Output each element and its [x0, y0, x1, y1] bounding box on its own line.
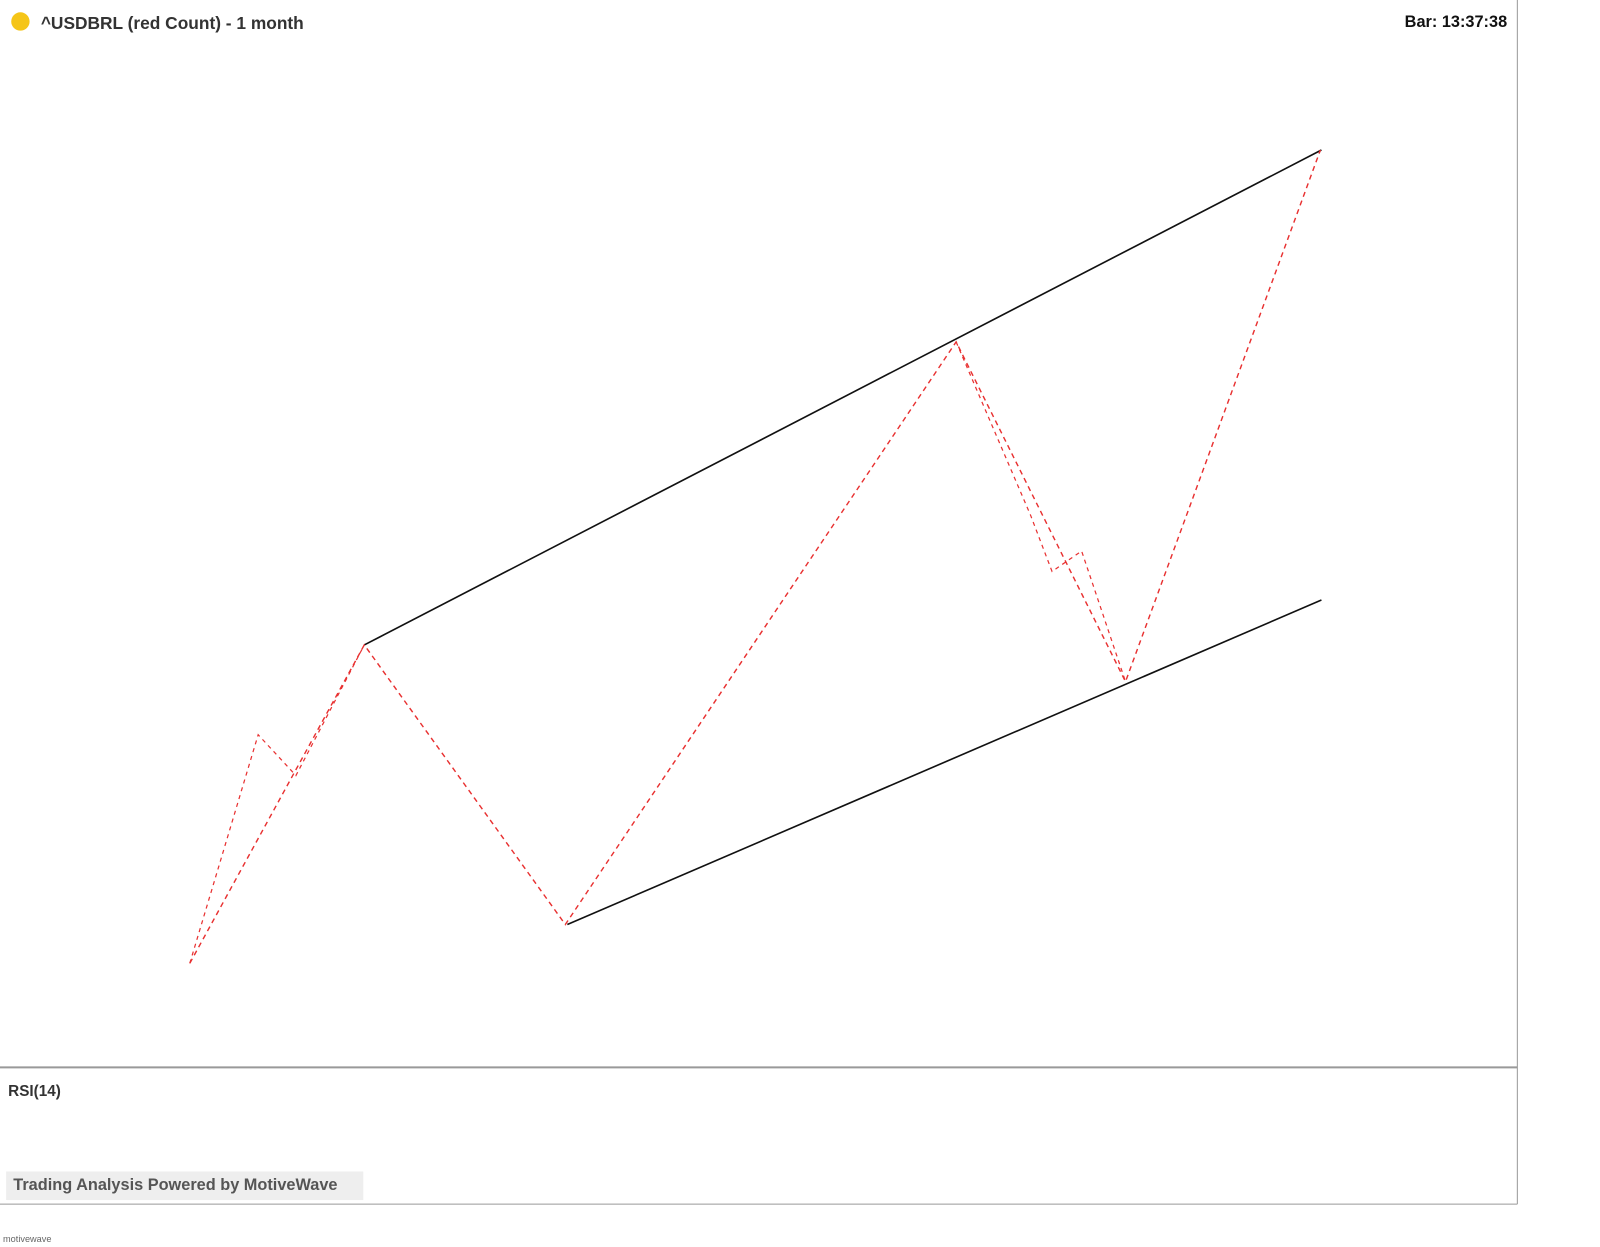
- credit-box: [6, 1171, 364, 1201]
- rsi-title: RSI(14): [8, 1083, 61, 1100]
- wave-path: [189, 149, 1322, 964]
- channel-upper: [363, 149, 1322, 646]
- chart-title: ^USDBRL (red Count) - 1 month: [41, 13, 304, 33]
- wave-sub-path: [189, 644, 365, 964]
- trend-lines: [189, 149, 1322, 964]
- channel-lower: [567, 599, 1322, 926]
- watermark: motivewave: [3, 1234, 51, 1244]
- wave-sub-path: [955, 341, 1127, 682]
- status-dot: [11, 12, 30, 31]
- credit: Trading Analysis Powered by MotiveWave: [13, 1176, 337, 1194]
- bar-time: Bar: 13:37:38: [1405, 13, 1507, 31]
